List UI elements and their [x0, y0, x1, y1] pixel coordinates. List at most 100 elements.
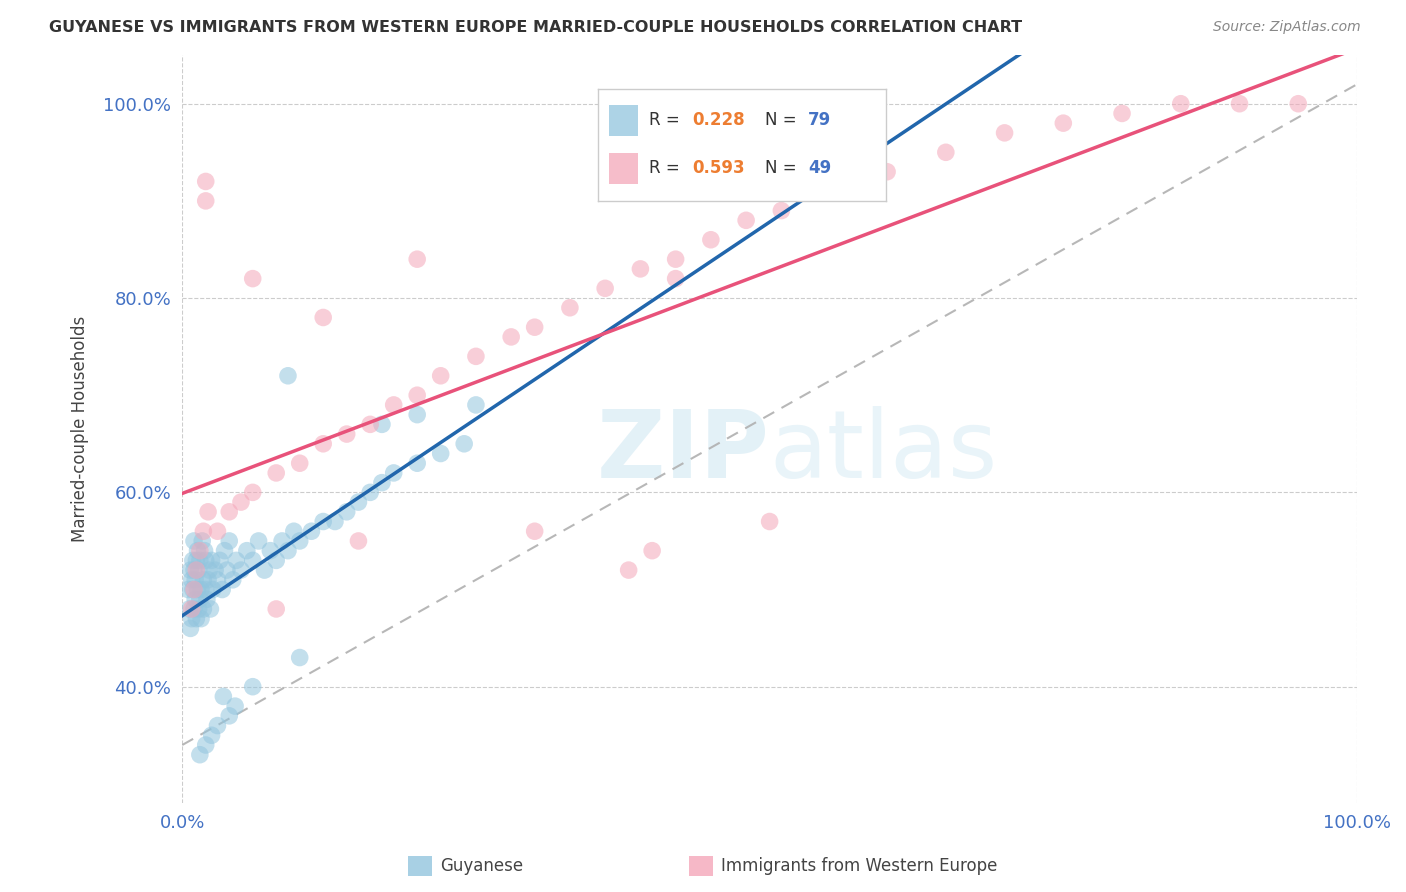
Point [218, 709, 240, 723]
Point [382, 398, 405, 412]
Point [224, 699, 246, 714]
Point [359, 485, 381, 500]
Point [1111, 106, 1133, 120]
Text: N =: N = [765, 112, 801, 129]
Point [406, 456, 429, 470]
Point [264, 602, 287, 616]
Point [247, 533, 270, 548]
Point [183, 533, 205, 548]
Point [194, 582, 217, 597]
Point [214, 543, 236, 558]
Y-axis label: Married-couple Households: Married-couple Households [72, 316, 89, 542]
Point [253, 563, 276, 577]
Point [187, 563, 209, 577]
Point [735, 213, 758, 227]
Point [371, 417, 394, 432]
Point [523, 524, 546, 539]
Point [215, 563, 238, 577]
Point [193, 602, 215, 616]
Point [617, 563, 640, 577]
Point [264, 553, 287, 567]
Point [336, 427, 359, 442]
Point [187, 602, 209, 616]
Text: GUYANESE VS IMMIGRANTS FROM WESTERN EUROPE MARRIED-COUPLE HOUSEHOLDS CORRELATION: GUYANESE VS IMMIGRANTS FROM WESTERN EURO… [49, 20, 1022, 35]
Point [406, 252, 429, 267]
Bar [609, 153, 638, 184]
Point [212, 690, 235, 704]
Point [197, 573, 219, 587]
Point [204, 563, 226, 577]
Point [593, 281, 616, 295]
Text: atlas: atlas [769, 406, 998, 498]
Point [523, 320, 546, 334]
Point [371, 475, 394, 490]
Point [191, 533, 214, 548]
Point [876, 165, 898, 179]
Point [211, 582, 233, 597]
Point [181, 553, 204, 567]
Point [1052, 116, 1074, 130]
Point [188, 553, 211, 567]
Point [180, 612, 202, 626]
Point [195, 592, 218, 607]
Point [429, 446, 451, 460]
Point [359, 417, 381, 432]
Point [225, 553, 247, 567]
Point [186, 582, 208, 597]
Point [347, 533, 370, 548]
Point [193, 543, 215, 558]
Point [218, 533, 240, 548]
Point [236, 543, 259, 558]
Point [180, 573, 202, 587]
Point [1229, 96, 1251, 111]
Point [464, 349, 486, 363]
Point [628, 261, 651, 276]
Point [193, 524, 215, 539]
Point [183, 582, 205, 597]
Point [181, 582, 204, 597]
Point [283, 524, 305, 539]
Point [429, 368, 451, 383]
Text: Guyanese: Guyanese [440, 857, 523, 875]
Point [207, 573, 229, 587]
Point [277, 543, 299, 558]
Point [323, 515, 346, 529]
Point [200, 602, 222, 616]
Point [1170, 96, 1192, 111]
Point [312, 437, 335, 451]
Point [193, 573, 215, 587]
Point [758, 515, 780, 529]
Point [817, 184, 839, 198]
Point [1286, 96, 1309, 111]
Point [641, 543, 664, 558]
Point [665, 271, 688, 285]
Point [194, 174, 217, 188]
Point [464, 398, 486, 412]
Point [201, 728, 224, 742]
Point [208, 553, 231, 567]
Point [177, 582, 200, 597]
Point [188, 747, 211, 762]
Point [242, 680, 264, 694]
Point [301, 524, 323, 539]
Text: ZIP: ZIP [596, 406, 769, 498]
Point [194, 738, 217, 752]
Point [229, 563, 252, 577]
Text: Immigrants from Western Europe: Immigrants from Western Europe [721, 857, 998, 875]
Point [406, 388, 429, 402]
Text: 49: 49 [808, 160, 831, 178]
Point [665, 252, 688, 267]
Point [453, 437, 475, 451]
Point [770, 203, 793, 218]
Point [198, 563, 221, 577]
Point [194, 194, 217, 208]
Point [242, 553, 264, 567]
Point [186, 553, 208, 567]
Point [264, 466, 287, 480]
Point [186, 543, 208, 558]
Point [218, 505, 240, 519]
Point [186, 563, 208, 577]
Text: R =: R = [650, 160, 686, 178]
Point [259, 543, 281, 558]
Point [312, 515, 335, 529]
